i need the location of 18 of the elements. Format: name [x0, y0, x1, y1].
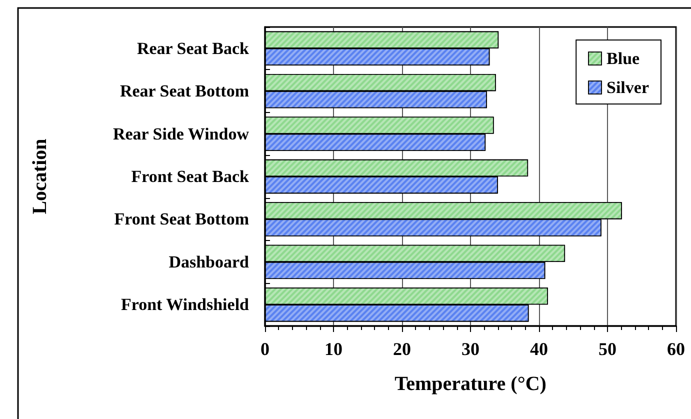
x-axis-title: Temperature (°C) [394, 373, 546, 395]
y-tick-label: Front Seat Back [131, 167, 250, 186]
x-tick-label: 60 [667, 339, 685, 359]
y-tick-label: Dashboard [168, 252, 250, 272]
x-tick-label: 30 [462, 339, 480, 359]
y-tick-label: Front Seat Bottom [114, 210, 249, 229]
x-tick-label: 40 [530, 339, 548, 359]
y-tick-label: Rear Seat Bottom [120, 82, 249, 101]
x-tick-label: 10 [324, 339, 342, 359]
x-tick-label: 20 [393, 339, 411, 359]
y-tick-label: Front Windshield [120, 295, 250, 314]
x-tick-label: 0 [260, 339, 270, 359]
y-tick-label: Rear Seat Back [136, 38, 250, 58]
x-tick-label: 50 [598, 339, 616, 359]
legend-label: Blue [606, 49, 640, 68]
legend-label: Silver [606, 78, 650, 97]
y-tick-label: Rear Side Window [112, 124, 250, 144]
y-axis-title: Location [29, 138, 51, 214]
